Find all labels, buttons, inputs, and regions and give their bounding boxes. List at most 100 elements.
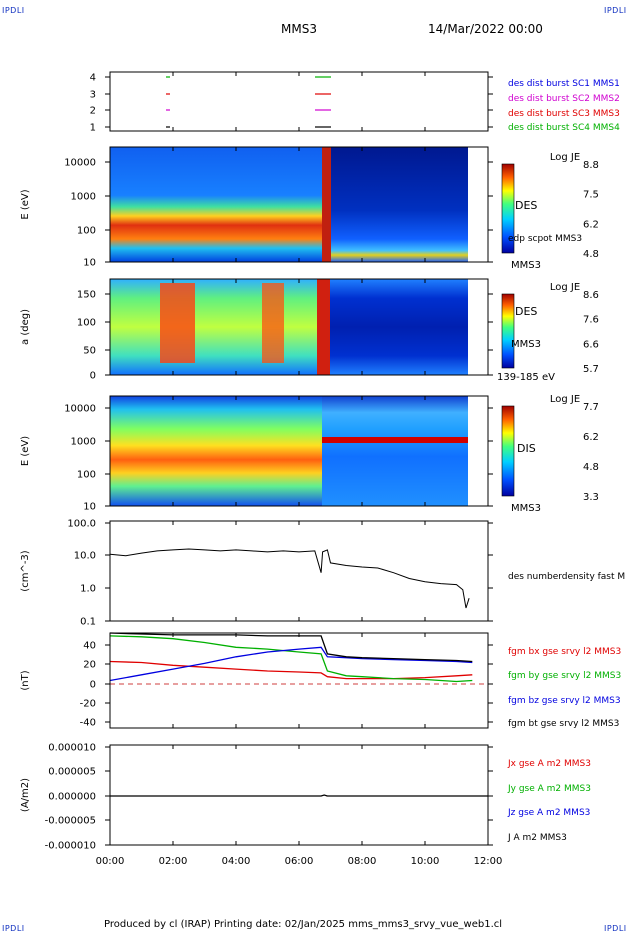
xtick-label: 00:00: [96, 856, 125, 867]
corner-label-br: IPDLI: [604, 924, 627, 933]
ytick-label: 40: [83, 641, 96, 652]
colorbar-panel3: [501, 293, 515, 369]
series-current: [110, 794, 488, 797]
ytick-label: 150: [77, 290, 96, 301]
ytick-label: 2: [90, 106, 96, 117]
colorbar-tick: 8.8: [583, 160, 599, 171]
ytick-label: 0: [90, 371, 96, 382]
right-label: MMS3: [511, 260, 541, 271]
frame-panel5: [109, 520, 489, 622]
colorbar-tick: 4.8: [583, 249, 599, 260]
ytick-label: 100: [77, 226, 96, 237]
colorbar-tick: 6.2: [583, 432, 599, 443]
colorbar-title: Log JE: [550, 282, 580, 293]
legend-burst: des dist burst SC1 MMS1: [508, 79, 620, 89]
legend-burst: des dist burst SC3 MMS3: [508, 109, 620, 119]
legend-fgm: fgm bt gse srvy l2 MMS3: [508, 719, 619, 729]
ytick-label: 20: [83, 660, 96, 671]
xtick-label: 12:00: [474, 856, 503, 867]
ytick-label: 3: [90, 90, 96, 101]
colorbar-tick: 6.6: [583, 339, 599, 350]
right-label: MMS3: [511, 503, 541, 514]
frame-panel1: [109, 71, 489, 132]
ytick-label: 1000: [71, 437, 96, 448]
ytick-label: 0.000005: [48, 767, 96, 778]
ylabel-panel3: a (deg): [20, 309, 31, 345]
legend-burst: des dist burst SC4 MMS4: [508, 123, 620, 133]
ytick-label: 50: [83, 346, 96, 357]
right-label: edp scpot MMS3: [508, 234, 582, 244]
ylabel-panel4: E (eV): [20, 436, 31, 466]
ytick-label: 1000: [71, 192, 96, 203]
legend-fgm: fgm by gse srvy l2 MMS3: [508, 671, 621, 681]
legend-burst: des dist burst SC2 MMS2: [508, 94, 620, 104]
ytick-label: -0.000005: [45, 816, 96, 827]
spectrogram-pitch-angle: [110, 279, 468, 375]
ytick-label: 10000: [64, 158, 96, 169]
ylabel-panel5: (cm^-3): [20, 550, 31, 591]
colorbar-tick: 7.5: [583, 190, 599, 201]
ytick-label: 0.1: [80, 617, 96, 628]
right-label: des numberdensity fast M: [508, 572, 625, 582]
corner-label-tr: IPDLI: [604, 6, 627, 15]
ytick-label: 10.0: [74, 551, 96, 562]
xtick-label: 08:00: [348, 856, 377, 867]
legend-current: Jz gse A m2 MMS3: [507, 808, 590, 818]
ylabel-panel6: (nT): [20, 670, 31, 690]
ylabel-panel7: (A/m2): [20, 778, 31, 812]
ytick-label: 0.000010: [48, 743, 96, 754]
right-label: MMS3: [511, 339, 541, 350]
datetime-title: 14/Mar/2022 00:00: [428, 22, 543, 36]
xtick-label: 10:00: [411, 856, 440, 867]
ytick-label: 10: [83, 258, 96, 269]
colorbar-tick: 8.6: [583, 290, 599, 301]
legend-current: Jx gse A m2 MMS3: [507, 759, 591, 769]
right-label: DES: [515, 305, 537, 318]
corner-label-tl: IPDLI: [2, 6, 25, 15]
xtick-label: 02:00: [159, 856, 188, 867]
colorbar-tick: 3.3: [583, 492, 599, 503]
legend-current: J A m2 MMS3: [507, 833, 567, 843]
ytick-label: 1.0: [80, 584, 96, 595]
series-fgm-0: [109, 660, 473, 680]
series-fgm-1: [109, 635, 473, 683]
ytick-label: 0: [90, 680, 96, 691]
xtick-label: 04:00: [222, 856, 251, 867]
ytick-label: 0.000000: [48, 792, 96, 803]
ytick-label: 100: [77, 470, 96, 481]
colorbar-tick: 6.2: [583, 219, 599, 230]
colorbar-panel2: [501, 163, 515, 254]
colorbar-title: Log JE: [550, 152, 580, 163]
frame-panel7: [109, 744, 489, 846]
right-label: 139-185 eV: [497, 372, 555, 383]
legend-fgm: fgm bx gse srvy l2 MMS3: [508, 647, 621, 657]
spacecraft-title: MMS3: [281, 22, 317, 36]
colorbar-tick: 7.7: [583, 402, 599, 413]
colorbar-tick: 4.8: [583, 462, 599, 473]
ytick-label: -0.000010: [45, 841, 96, 852]
legend-fgm: fgm bz gse srvy l2 MMS3: [508, 696, 621, 706]
footer-credit: Produced by cl (IRAP) Printing date: 02/…: [104, 919, 503, 930]
ytick-label: 1: [90, 123, 96, 134]
ylabel-panel2: E (eV): [20, 189, 31, 219]
series-fgm-3: [109, 632, 473, 663]
right-label: DES: [515, 199, 537, 212]
ytick-label: 4: [90, 73, 96, 84]
series-fgm-2: [109, 646, 473, 682]
colorbar-tick: 5.7: [583, 364, 599, 375]
corner-label-bl: IPDLI: [2, 924, 25, 933]
colorbar-tick: 7.6: [583, 315, 599, 326]
xtick-label: 06:00: [285, 856, 314, 867]
ytick-label: 100.0: [67, 519, 96, 530]
spectrogram-ion-energy: [110, 396, 468, 506]
colorbar-panel4: [501, 405, 515, 497]
series-density: [109, 548, 470, 609]
spectrogram-electron-energy: [110, 147, 468, 262]
legend-current: Jy gse A m2 MMS3: [507, 784, 591, 794]
ytick-label: -20: [80, 699, 96, 710]
ytick-label: -40: [80, 718, 96, 729]
colorbar-title: Log JE: [550, 394, 580, 405]
ytick-label: 10000: [64, 404, 96, 415]
ytick-label: 100: [77, 318, 96, 329]
